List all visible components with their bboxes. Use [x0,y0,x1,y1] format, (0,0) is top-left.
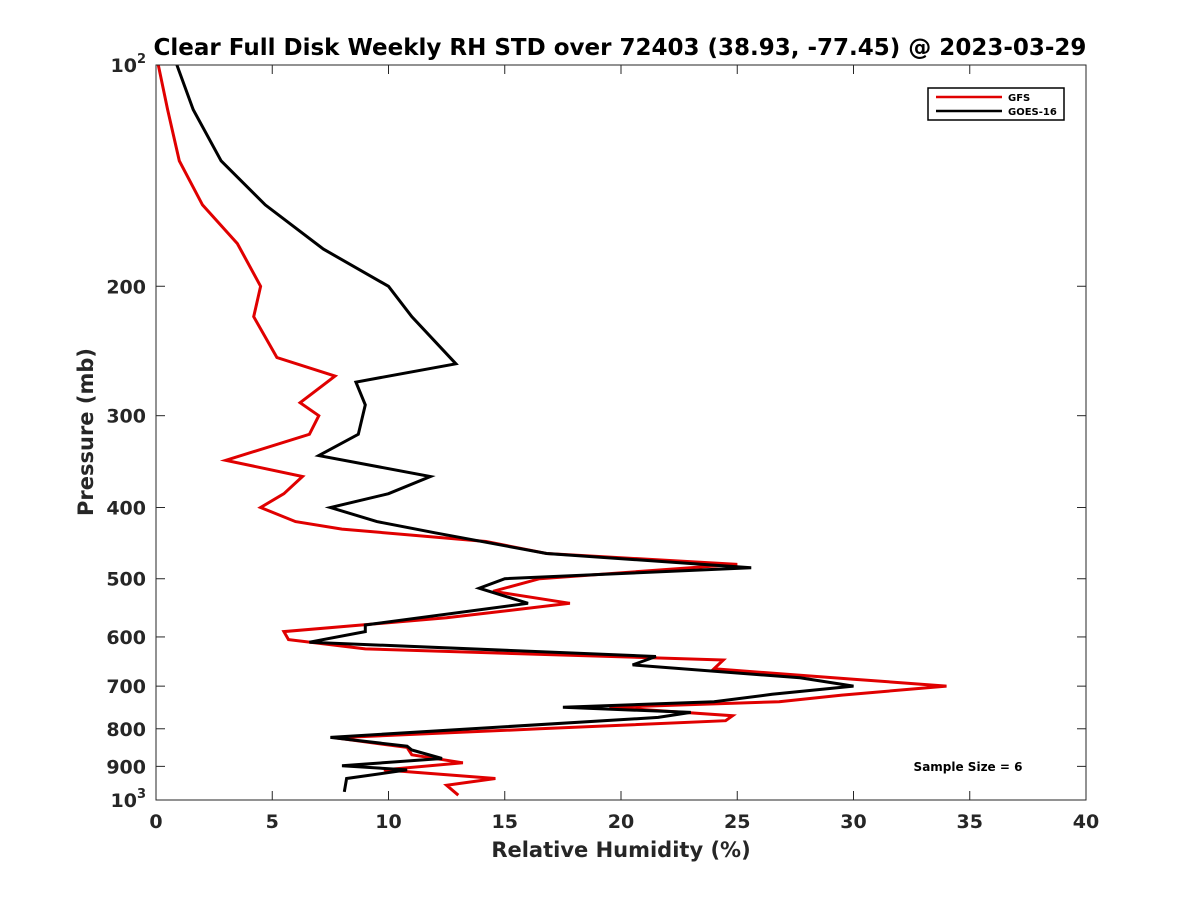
x-tick-label: 10 [375,811,401,833]
y-tick-label: 800 [106,719,146,741]
legend: GFS GOES-16 [927,87,1065,121]
x-tick-label: 30 [840,811,866,833]
legend-box [927,87,1065,121]
y-tick-label: 600 [106,627,146,649]
y-tick-label: 500 [106,569,146,591]
series-line-goes-16 [175,64,854,793]
legend-label-gfs: GFS [1008,93,1030,104]
x-tick-label: 25 [724,811,750,833]
sample-size-annotation: Sample Size = 6 [914,760,1023,774]
chart-title: Clear Full Disk Weekly RH STD over 72403… [154,35,1087,61]
plot-area-frame [155,64,1087,801]
y-tick-label: 300 [106,406,146,428]
x-tick-label: 5 [266,811,279,833]
x-tick-label: 40 [1073,811,1099,833]
y-tick-label: 103 [111,787,147,812]
x-tick-label: 15 [492,811,518,833]
y-tick-label: 102 [111,52,147,77]
y-axis-label: Pressure (mb) [74,348,98,516]
x-tick-label: 20 [608,811,634,833]
x-axis-label: Relative Humidity (%) [491,838,750,862]
y-tick-label: 400 [106,498,146,520]
y-tick-label: 200 [106,276,146,298]
legend-label-goes-16: GOES-16 [1008,107,1057,118]
y-tick-label: 700 [106,676,146,698]
series-line-gfs [156,64,947,797]
y-tick-label: 900 [106,756,146,778]
x-tick-label: 0 [149,811,162,833]
x-tick-label: 35 [957,811,983,833]
